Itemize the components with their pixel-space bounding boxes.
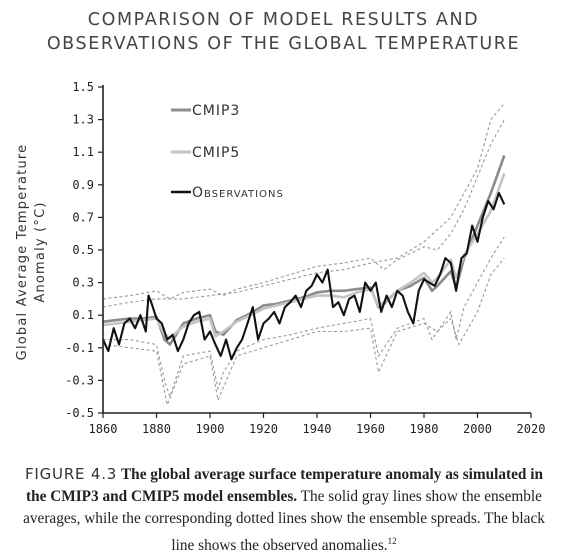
caption-bold-text: The global average surface temperature a…	[26, 466, 544, 505]
series-line-cmip5-spread-lower	[102, 257, 505, 407]
caption-footnote: 12	[387, 536, 397, 546]
y-tick-label: -0.5	[65, 406, 94, 420]
y-tick-label: 0.7	[72, 210, 94, 224]
caption-text: The solid gray lines show the ensemble a…	[23, 488, 545, 555]
x-tick-label: 1860	[89, 422, 118, 436]
chart-title: COMPARISON OF MODEL RESULTS AND OBSERVAT…	[0, 8, 567, 56]
x-tick-label: 1980	[410, 422, 439, 436]
y-axis-label-line-2: Anomaly (°C)	[33, 201, 48, 302]
x-tick-label: 1960	[356, 422, 385, 436]
ensemble-means	[102, 155, 506, 346]
series-line-cmip5-spread-upper	[102, 102, 505, 308]
y-tick-label: -0.3	[65, 373, 94, 387]
temperature-chart: -0.5 -0.3 -0.1 0.1 0.3 0.5 0.7 0.9 1.1 1.3 1.5 1860…	[15, 80, 545, 436]
x-tick-label: 2000	[463, 422, 492, 436]
series-line-cmip5	[102, 172, 506, 340]
chart-title-line-2: OBSERVATIONS OF THE GLOBAL TEMPERATURE	[46, 34, 521, 54]
y-axis-label-line-1: Global Average Temperature	[15, 144, 30, 361]
chart-legend: CMIP3 CMIP5 Observations	[171, 103, 284, 201]
x-tick-label: 1920	[249, 422, 278, 436]
x-tick-label: 1900	[196, 422, 225, 436]
chart-title-line-1: COMPARISON OF MODEL RESULTS AND	[87, 10, 480, 30]
figure-caption: FIGURE 4.3 The global average surface te…	[14, 463, 554, 557]
y-tick-label: -0.1	[65, 341, 94, 355]
y-tick-label: 0.5	[72, 243, 94, 257]
ensemble-spreads	[102, 102, 505, 407]
legend-label-cmip3: CMIP3	[192, 103, 240, 119]
x-tick-label: 2020	[517, 422, 546, 436]
y-tick-label: 0.9	[72, 178, 94, 192]
x-tick-label: 1880	[142, 422, 171, 436]
observations-series	[102, 191, 506, 361]
legend-label-cmip5: CMIP5	[192, 145, 240, 161]
series-line-cmip3	[102, 155, 506, 346]
series-line-cmip3-spread-upper	[102, 119, 505, 300]
series-line-observations	[102, 191, 506, 361]
y-tick-label: 1.5	[72, 80, 94, 94]
y-tick-label: 0.3	[72, 276, 94, 290]
x-tick-label: 1940	[303, 422, 332, 436]
y-tick-label: 0.1	[72, 308, 94, 322]
y-tick-label: 1.1	[72, 145, 94, 159]
figure-label: FIGURE 4.3	[24, 465, 118, 483]
legend-label-observations: Observations	[192, 185, 284, 201]
y-tick-label: 1.3	[72, 113, 94, 127]
chart-axes: -0.5 -0.3 -0.1 0.1 0.3 0.5 0.7 0.9 1.1 1.3 1.5 1860…	[65, 80, 545, 436]
